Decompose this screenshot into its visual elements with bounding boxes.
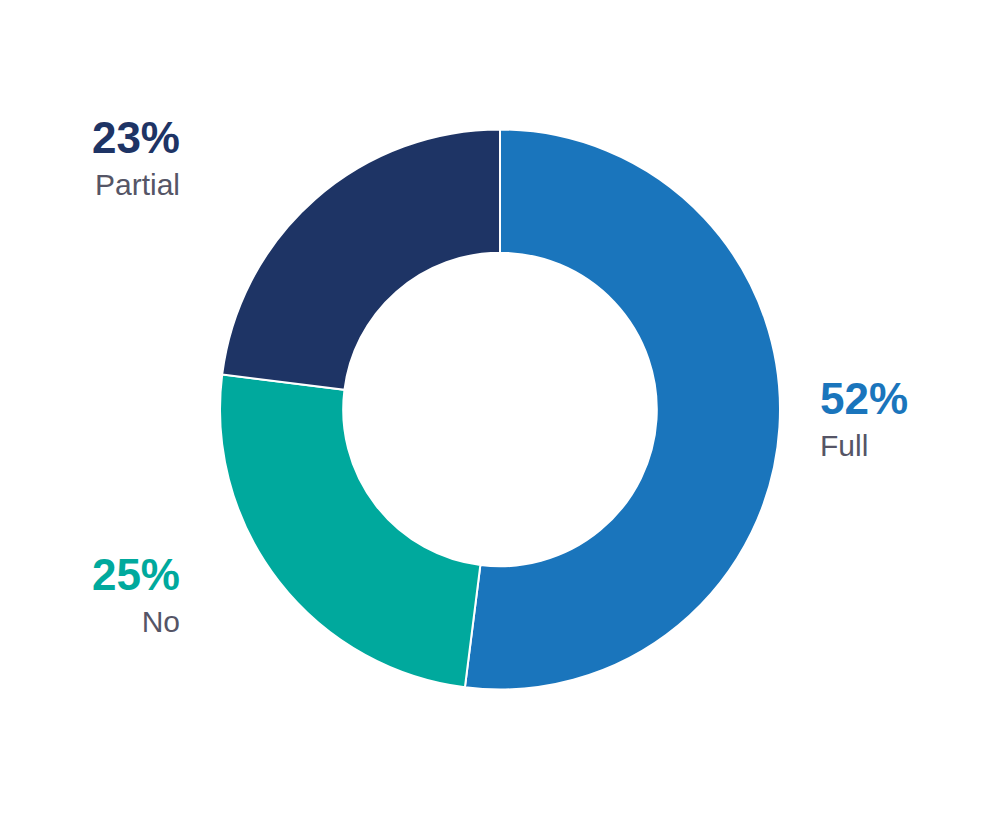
pct-label: 52% bbox=[820, 374, 908, 423]
category-label: Partial bbox=[95, 168, 180, 201]
category-label: No bbox=[142, 605, 180, 638]
slice-label: 52% Full bbox=[820, 374, 908, 462]
slices bbox=[220, 130, 780, 690]
pct-label: 25% bbox=[92, 550, 180, 599]
slice bbox=[465, 130, 780, 690]
chart-container: 52% Full 25% No 23% Partial bbox=[0, 0, 1000, 819]
slice bbox=[222, 130, 500, 390]
slice-label: 23% Partial bbox=[92, 113, 180, 201]
slice bbox=[220, 374, 480, 687]
chart-svg: 52% Full 25% No 23% Partial bbox=[0, 0, 1000, 819]
slice-label: 25% No bbox=[92, 550, 180, 638]
labels: 52% Full 25% No 23% Partial bbox=[92, 113, 908, 637]
category-label: Full bbox=[820, 429, 868, 462]
pct-label: 23% bbox=[92, 113, 180, 162]
